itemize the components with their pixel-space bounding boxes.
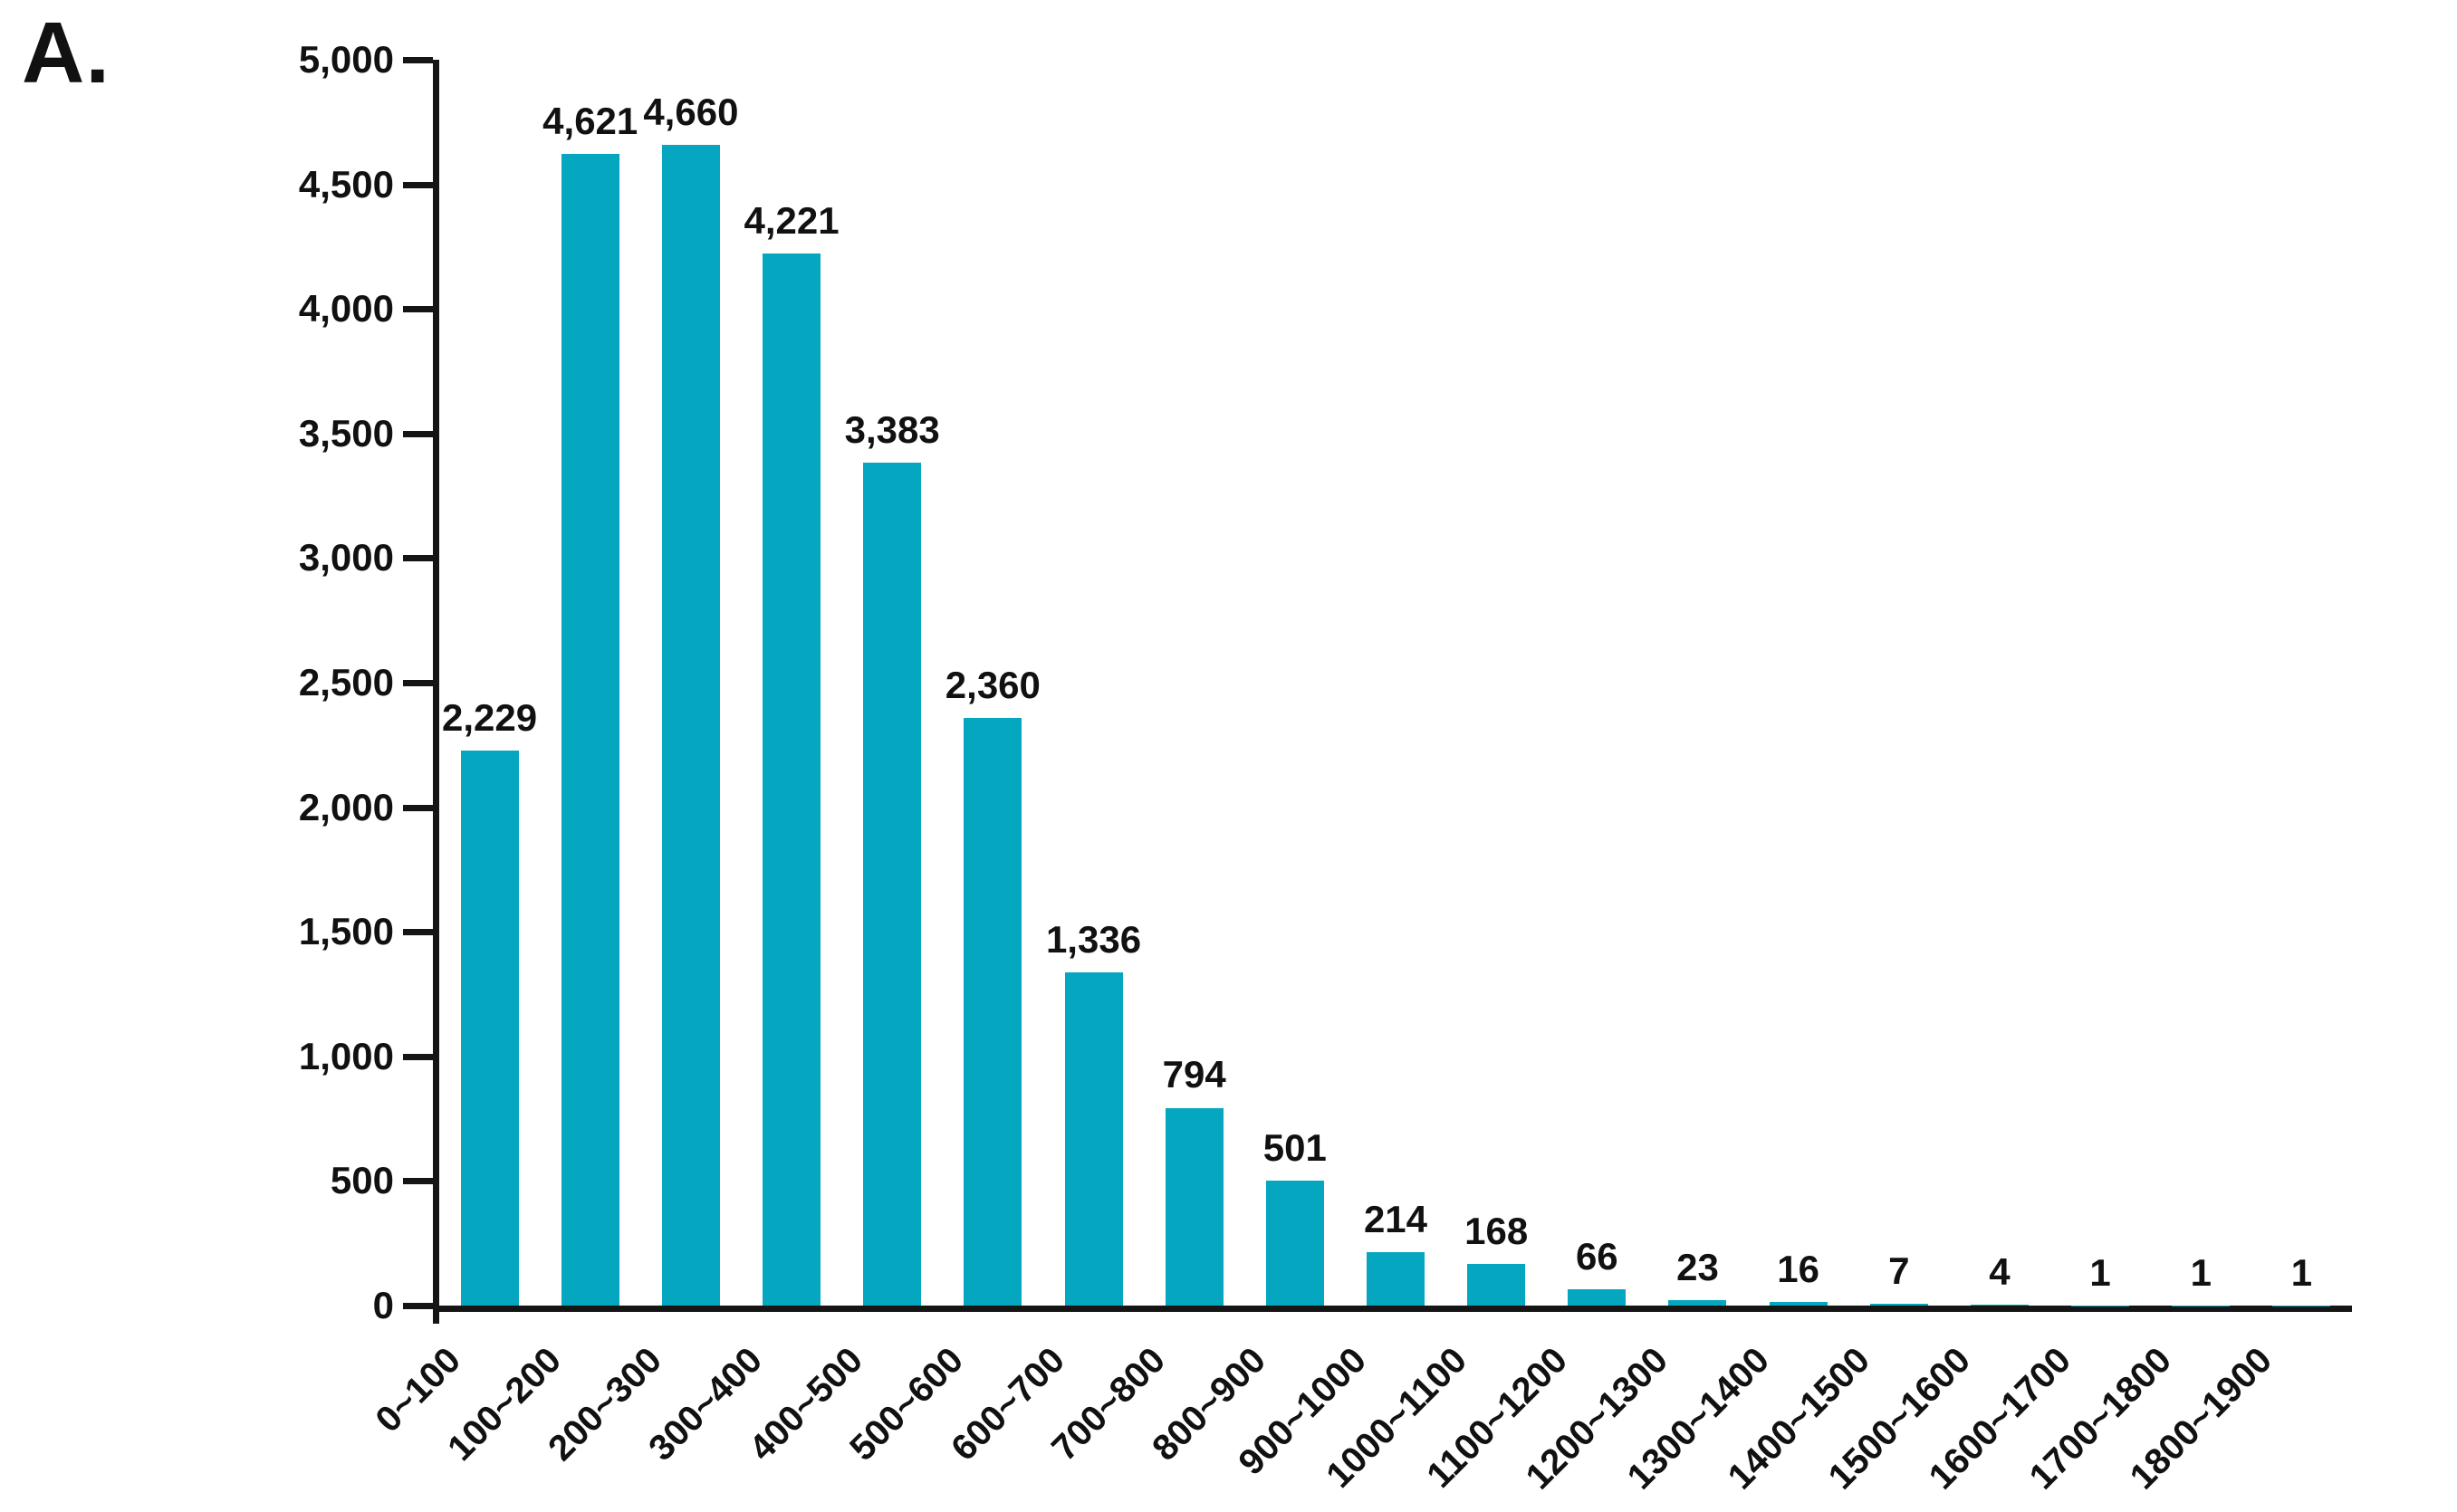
bar (1064, 972, 1123, 1306)
bar-chart-plot: 0 500 1,000 1,500 2,000 2,500 3,000 3,500 4,000 4… (299, 39, 2352, 1497)
y-axis-tick-label: 2,500 (298, 661, 394, 703)
y-axis-tick (403, 555, 433, 562)
bar-value-label: 3,383 (844, 407, 940, 451)
bar-value-label: 4 (1989, 1249, 2011, 1293)
bar-value-label: 4,660 (643, 90, 739, 133)
bar (964, 717, 1022, 1306)
bar-value-label: 7 (1888, 1249, 1910, 1293)
bar-value-label: 1 (2190, 1250, 2212, 1294)
bar (763, 254, 821, 1306)
bar-value-label: 66 (1575, 1234, 1618, 1278)
panel-label: A. (22, 5, 110, 101)
y-axis-tick-label: 4,500 (298, 162, 394, 206)
y-axis-tick-label: 3,500 (298, 411, 394, 455)
y-axis-tick-label: 5,000 (298, 38, 394, 81)
y-axis-tick (403, 1053, 433, 1060)
y-axis-tick-label: 500 (330, 1159, 394, 1202)
bar (1869, 1304, 1928, 1306)
bar (863, 463, 922, 1306)
y-axis-tick (403, 430, 433, 437)
y-axis-tick-label: 1,000 (298, 1034, 394, 1077)
y-axis-tick-label: 0 (372, 1284, 394, 1326)
bar-value-label: 1,336 (1045, 918, 1142, 962)
bar (1367, 1252, 1425, 1306)
bar-value-label: 4,621 (542, 100, 638, 143)
bar-value-label: 4,221 (744, 199, 840, 243)
bar (561, 154, 619, 1306)
y-axis-tick (403, 1303, 433, 1309)
bar (1467, 1263, 1526, 1306)
y-axis-tick (403, 181, 433, 188)
y-axis-tick-label: 3,000 (298, 536, 394, 579)
bar (1769, 1301, 1828, 1306)
bar-value-label: 23 (1676, 1245, 1719, 1288)
y-axis-tick-label: 4,000 (298, 287, 394, 330)
bar-value-label: 16 (1777, 1247, 1819, 1290)
y-axis-tick (403, 1178, 433, 1185)
bar (1265, 1181, 1324, 1306)
bar-value-label: 168 (1464, 1209, 1529, 1252)
bar-value-label: 1 (2290, 1250, 2313, 1294)
y-axis-tick-label: 2,000 (298, 785, 394, 828)
y-axis-tick-label: 1,500 (298, 910, 394, 953)
y-axis-tick (403, 929, 433, 936)
y-axis-tick (403, 680, 433, 686)
bar (1970, 1304, 2029, 1306)
bar-value-label: 214 (1363, 1198, 1428, 1241)
bar-value-label: 501 (1262, 1126, 1327, 1170)
bar-value-label: 2,360 (945, 663, 1041, 706)
bar-value-label: 1 (2089, 1250, 2111, 1294)
bar (1165, 1107, 1224, 1306)
bar-value-label: 2,229 (442, 695, 538, 739)
y-axis-foot (433, 1306, 439, 1324)
y-axis-tick (403, 57, 433, 63)
bar (460, 750, 519, 1306)
y-axis-tick (403, 804, 433, 811)
bar (661, 144, 720, 1306)
y-axis-tick (403, 306, 433, 313)
bar (1668, 1299, 1727, 1306)
bar-value-label: 794 (1162, 1053, 1226, 1096)
bar (1568, 1288, 1627, 1306)
